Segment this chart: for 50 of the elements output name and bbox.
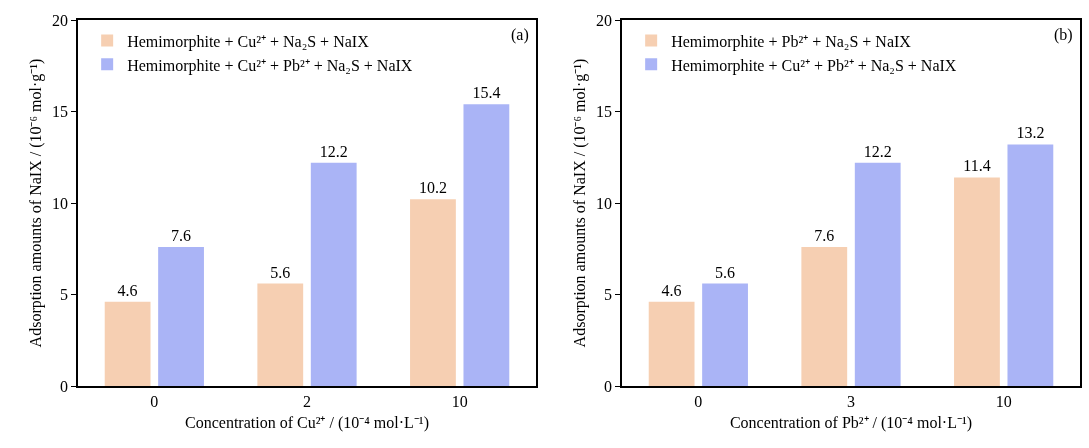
bar [410, 199, 456, 386]
bar [648, 301, 695, 386]
bar [1007, 144, 1054, 386]
annotation: (b) [1054, 26, 1073, 44]
y-tick-label: 20 [52, 11, 69, 29]
y-tick-label: 10 [52, 194, 69, 212]
y-tick-label: 20 [596, 11, 613, 29]
y-tick-label: 15 [52, 103, 69, 121]
bar [310, 162, 357, 386]
bar [854, 162, 901, 386]
y-tick-label: 5 [604, 286, 613, 304]
data-label: 4.6 [117, 281, 138, 299]
bar [463, 104, 510, 386]
x-axis-title: Concentration of Cu²⁺ / (10⁻⁴ mol·L⁻¹) [185, 414, 429, 433]
legend-label: Hemimorphite + Cu²⁺ + Na₂S + NaIX [127, 32, 370, 51]
x-tick-label: 0 [694, 392, 703, 410]
bar [104, 301, 151, 386]
y-axis-title: Adsorption amounts of NaIX / (10⁻⁶ mol·g⁻¹) [27, 58, 46, 348]
y-axis-title: Adsorption amounts of NaIX / (10⁻⁶ mol·g⁻¹) [571, 58, 590, 348]
bar [801, 246, 848, 386]
data-label: 13.2 [1016, 124, 1045, 142]
bar [702, 283, 748, 386]
data-label: 12.2 [863, 142, 892, 160]
bar [158, 246, 204, 386]
annotation: (a) [511, 26, 529, 44]
data-label: 12.2 [319, 142, 348, 160]
legend-label: Hemimorphite + Pb²⁺ + Na₂S + NaIX [671, 32, 912, 51]
x-axis-title: Concentration of Pb²⁺ / (10⁻⁴ mol·L⁻¹) [729, 414, 973, 433]
data-label: 5.6 [715, 263, 736, 281]
x-tick-label: 2 [303, 392, 311, 410]
data-label: 11.4 [963, 157, 991, 175]
legend-label: Hemimorphite + Cu²⁺ + Pb²⁺ + Na₂S + NaIX [671, 56, 957, 75]
bar [257, 283, 304, 386]
bar [954, 177, 1000, 386]
legend-label: Hemimorphite + Cu²⁺ + Pb²⁺ + Na₂S + NaIX [127, 56, 413, 75]
data-label: 4.6 [661, 281, 682, 299]
y-tick-label: 0 [60, 377, 69, 395]
data-label: 7.6 [171, 226, 192, 244]
data-label: 10.2 [418, 179, 447, 197]
y-tick-label: 15 [596, 103, 613, 121]
data-label: 7.6 [814, 226, 835, 244]
x-tick-label: 0 [150, 392, 159, 410]
x-tick-label: 10 [451, 392, 468, 410]
data-label: 15.4 [472, 84, 501, 102]
y-tick-label: 0 [604, 377, 613, 395]
y-tick-label: 10 [596, 194, 613, 212]
x-tick-label: 10 [995, 392, 1012, 410]
x-tick-label: 3 [847, 392, 855, 410]
y-tick-label: 5 [60, 286, 69, 304]
data-label: 5.6 [270, 263, 291, 281]
